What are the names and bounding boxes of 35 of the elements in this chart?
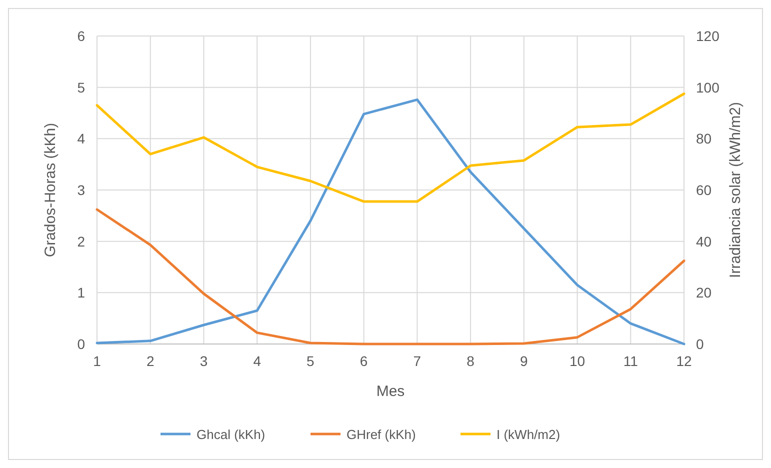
x-tick-label: 4 [253,353,262,369]
y-axis-title: Grados-Horas (kKh) [42,122,59,258]
y-tick-label: 1 [77,284,86,301]
x-tick-label: 1 [93,353,102,369]
y2-tick-label: 40 [696,233,712,250]
legend-label: Ghcal (kKh) [196,427,266,442]
y2-axis-title: Irradiancia solar (kWh/m2) [727,102,744,278]
x-tick-label: 3 [200,353,208,369]
y-tick-label: 2 [77,233,86,250]
x-tick-label: 9 [520,353,528,369]
x-axis-title: Mes [376,383,405,400]
y2-tick-label: 100 [696,79,720,96]
line-series [96,208,686,346]
x-tick-label: 12 [676,353,692,369]
y2-tick-label: 60 [696,182,712,198]
x-tick-label: 8 [466,353,475,369]
y-tick-label: 0 [77,336,86,352]
y2-tick-label: 80 [696,130,712,147]
y2-tick-label: 20 [696,284,712,301]
y-tick-label: 3 [77,182,86,198]
legend-label: GHref (kKh) [346,427,416,442]
x-tick-label: 10 [569,353,586,369]
legend-label: I (kWh/m2) [496,427,560,442]
x-tick-label: 2 [146,353,154,369]
y2-tick-label: 120 [696,28,720,44]
x-tick-label: 6 [360,353,368,369]
x-tick-label: 7 [413,353,422,369]
y-tick-label: 4 [77,130,86,147]
x-tick-label: 5 [306,353,315,369]
y-tick-label: 5 [77,79,86,96]
line-series [96,98,686,346]
x-tick-label: 11 [623,353,638,369]
line-series [96,92,686,203]
y-tick-label: 6 [77,28,86,44]
y2-tick-label: 0 [696,336,704,352]
